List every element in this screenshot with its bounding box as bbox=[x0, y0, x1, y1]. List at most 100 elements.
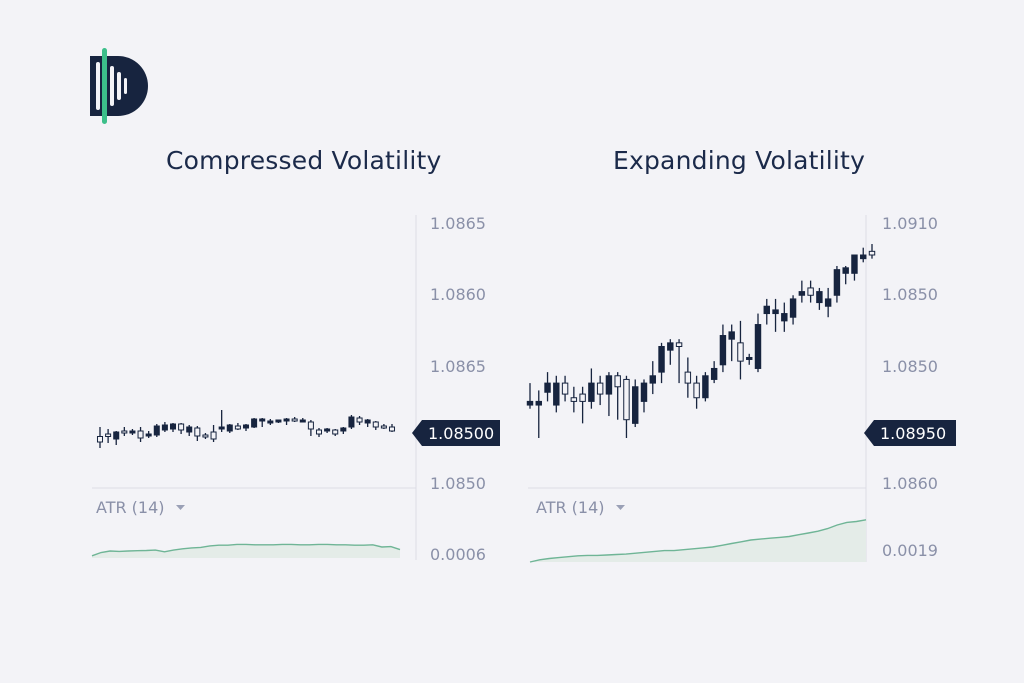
right-tick-label: 1.0860 bbox=[882, 474, 938, 493]
candle-body-bull bbox=[226, 424, 233, 432]
candle bbox=[754, 313, 762, 373]
candle bbox=[113, 431, 120, 445]
candle bbox=[96, 427, 104, 448]
candle-body-bull bbox=[283, 418, 290, 422]
candle-body-bull bbox=[251, 418, 258, 428]
candle bbox=[684, 357, 692, 398]
candle bbox=[535, 390, 542, 438]
candle bbox=[348, 415, 355, 429]
candle bbox=[364, 419, 371, 427]
candle-body-bear bbox=[675, 342, 683, 347]
candle-body-bull bbox=[348, 416, 355, 428]
candle bbox=[137, 427, 144, 442]
candle-body-bear bbox=[596, 382, 604, 395]
candle bbox=[842, 265, 849, 285]
right-current-price-tag: 1.08950 bbox=[864, 420, 956, 446]
candle-body-bear bbox=[737, 342, 744, 362]
candle bbox=[210, 425, 217, 442]
candle-body-bear bbox=[684, 371, 692, 384]
candle bbox=[153, 424, 160, 437]
candle bbox=[267, 419, 274, 425]
atr-line bbox=[91, 543, 401, 557]
atr-area bbox=[92, 544, 400, 558]
candle bbox=[561, 375, 569, 402]
candle-body-bear bbox=[105, 433, 112, 437]
right-panel: 1.0910 1.0850 1.0850 1.0860 1.08950 ATR … bbox=[526, 214, 956, 563]
candle-body-bear bbox=[380, 425, 387, 429]
candle bbox=[553, 375, 560, 413]
left-panel: 1.0865 1.0860 1.0865 1.0850 1.08500 ATR … bbox=[91, 214, 500, 564]
candle bbox=[658, 342, 665, 384]
candle bbox=[242, 424, 250, 431]
candle bbox=[307, 420, 314, 436]
candle-body-bear bbox=[561, 382, 569, 395]
candle-body-bull bbox=[364, 419, 371, 424]
right-atr bbox=[529, 519, 867, 563]
candle bbox=[824, 287, 832, 318]
candle bbox=[570, 386, 578, 413]
candle-body-bear bbox=[291, 418, 298, 422]
candle bbox=[649, 361, 656, 395]
candle-body-bull bbox=[259, 418, 266, 422]
candle-body-bear bbox=[693, 382, 700, 399]
candle-body-bull bbox=[145, 433, 152, 437]
candle bbox=[161, 422, 168, 432]
logo-bar-1 bbox=[96, 62, 100, 110]
candle bbox=[291, 417, 298, 422]
candle-body-bull bbox=[153, 425, 160, 436]
candle-body-bull bbox=[544, 382, 551, 393]
candle-body-bull bbox=[553, 382, 560, 406]
logo-bar-3 bbox=[110, 66, 114, 106]
brand-logo bbox=[90, 48, 148, 124]
candle bbox=[781, 302, 788, 332]
caret-down-icon[interactable] bbox=[176, 505, 185, 510]
candle bbox=[299, 418, 306, 423]
candle bbox=[798, 280, 806, 303]
candle-body-bull bbox=[842, 267, 849, 274]
right-price-tag-shape bbox=[864, 420, 956, 446]
candle-body-bear bbox=[623, 378, 630, 421]
candle bbox=[851, 254, 858, 281]
candle bbox=[789, 295, 797, 325]
right-indicator-value: 0.0019 bbox=[882, 541, 938, 560]
candle bbox=[693, 375, 700, 409]
candle bbox=[719, 324, 727, 373]
right-tick-label: 1.0850 bbox=[882, 285, 938, 304]
atr-line bbox=[529, 519, 867, 563]
candle-body-bear bbox=[579, 393, 586, 402]
left-price-tag-shape bbox=[412, 420, 500, 446]
candle bbox=[251, 418, 258, 428]
candle-body-bull bbox=[218, 426, 225, 430]
candle bbox=[710, 361, 718, 384]
candle bbox=[340, 427, 347, 434]
candle-body-bull bbox=[789, 298, 797, 318]
candle bbox=[178, 423, 185, 434]
candle-body-bull bbox=[798, 291, 806, 296]
candle-body-bear bbox=[194, 427, 201, 437]
candle-body-bull bbox=[535, 400, 542, 406]
candle-body-bull bbox=[275, 419, 282, 423]
left-tick-label: 1.0865 bbox=[430, 357, 486, 376]
candle-body-bull bbox=[186, 426, 193, 433]
candle bbox=[605, 372, 613, 417]
caret-down-icon[interactable] bbox=[616, 505, 625, 510]
candle-body-bear bbox=[234, 425, 241, 430]
candle-body-bear bbox=[388, 426, 396, 432]
right-tick-label: 1.0910 bbox=[882, 214, 938, 233]
left-candles bbox=[96, 410, 396, 448]
candle bbox=[579, 386, 586, 424]
candle-body-bull bbox=[588, 382, 595, 402]
candle bbox=[746, 353, 753, 365]
candle-body-bull bbox=[113, 431, 120, 440]
left-current-price-tag: 1.08500 bbox=[412, 420, 500, 446]
candle-body-bear bbox=[807, 287, 814, 296]
candle-body-bear bbox=[307, 421, 314, 430]
candle-body-bull bbox=[640, 382, 648, 402]
candle-body-bull bbox=[860, 254, 867, 260]
candle bbox=[388, 424, 396, 432]
candle bbox=[372, 421, 379, 430]
candle bbox=[816, 287, 823, 310]
candle-body-bull bbox=[169, 423, 177, 430]
left-tick-label: 1.0850 bbox=[430, 474, 486, 493]
